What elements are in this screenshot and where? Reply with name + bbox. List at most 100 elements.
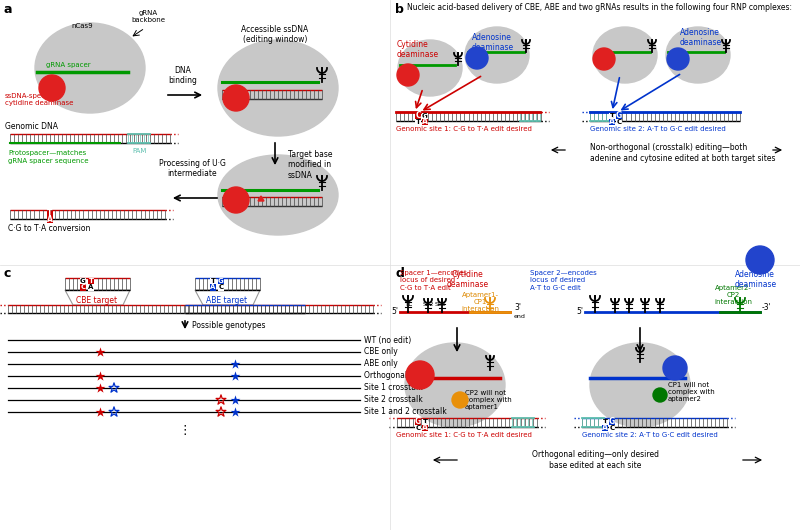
Point — [107, 384, 121, 392]
Text: Aptamer1-
CP1
interaction: Aptamer1- CP1 interaction — [461, 292, 499, 312]
Text: Protospacer—matches
gRNA spacer sequence: Protospacer—matches gRNA spacer sequence — [8, 150, 89, 163]
Ellipse shape — [666, 27, 730, 83]
Text: Non-orthogonal (crosstalk) editing—both
adenine and cytosine edited at both targ: Non-orthogonal (crosstalk) editing—both … — [590, 143, 775, 163]
Text: T: T — [47, 209, 53, 218]
Text: A: A — [609, 118, 615, 127]
Text: Adenosine
deaminase: Adenosine deaminase — [472, 33, 514, 52]
Text: C: C — [81, 284, 86, 290]
Text: T: T — [210, 278, 215, 284]
Text: CBE target: CBE target — [77, 296, 118, 305]
Text: G: G — [616, 111, 622, 120]
Text: d: d — [395, 267, 404, 280]
Text: ⋮: ⋮ — [178, 424, 191, 437]
Text: Genomic site 1: C·G to T·A edit desired: Genomic site 1: C·G to T·A edit desired — [396, 126, 532, 132]
Text: Accessible ssDNA
(editing window): Accessible ssDNA (editing window) — [242, 25, 309, 45]
Text: A: A — [422, 118, 428, 127]
Text: Cytidine
deaminase: Cytidine deaminase — [397, 40, 439, 59]
Text: A: A — [210, 284, 216, 290]
Text: ABE target: ABE target — [206, 296, 247, 305]
Text: ssDNA-specific
cytidine deaminase: ssDNA-specific cytidine deaminase — [5, 93, 74, 107]
Point — [229, 372, 242, 380]
Polygon shape — [258, 196, 264, 201]
Text: A: A — [47, 216, 53, 225]
Text: PAM: PAM — [133, 148, 147, 154]
Text: Site 1 and 2 crosstalk: Site 1 and 2 crosstalk — [364, 408, 446, 417]
FancyBboxPatch shape — [422, 419, 427, 425]
Text: ABE only: ABE only — [364, 359, 398, 368]
Point — [94, 348, 106, 356]
Ellipse shape — [218, 155, 338, 235]
Ellipse shape — [398, 40, 462, 96]
Text: gRNA spacer: gRNA spacer — [46, 62, 90, 68]
Text: Site 1 crosstalk: Site 1 crosstalk — [364, 384, 422, 393]
Text: end: end — [514, 314, 526, 319]
FancyBboxPatch shape — [610, 119, 614, 125]
Text: T: T — [89, 278, 94, 284]
Text: -3': -3' — [762, 304, 772, 313]
Text: Spacer 2—encodes
locus of desired
A·T to G·C edit: Spacer 2—encodes locus of desired A·T to… — [530, 270, 597, 291]
Ellipse shape — [593, 27, 657, 83]
Text: 3': 3' — [514, 304, 521, 313]
Text: Adenosine
deaminase: Adenosine deaminase — [680, 28, 722, 47]
Circle shape — [653, 388, 667, 402]
FancyBboxPatch shape — [422, 425, 427, 431]
Text: G: G — [422, 113, 428, 119]
FancyBboxPatch shape — [610, 425, 614, 431]
Point — [94, 372, 106, 380]
Point — [214, 396, 227, 404]
Text: A: A — [602, 423, 608, 432]
FancyBboxPatch shape — [415, 419, 421, 425]
Text: A: A — [88, 284, 94, 290]
Text: G: G — [609, 418, 615, 427]
Circle shape — [663, 356, 687, 380]
FancyBboxPatch shape — [88, 278, 94, 285]
FancyBboxPatch shape — [210, 284, 216, 290]
Text: b: b — [395, 3, 404, 16]
Text: a: a — [3, 3, 11, 16]
Text: WT (no edit): WT (no edit) — [364, 335, 411, 344]
Text: T: T — [415, 119, 421, 125]
Text: Genomic site 2: A·T to G·C edit desired: Genomic site 2: A·T to G·C edit desired — [590, 126, 726, 132]
Text: C: C — [415, 111, 421, 120]
FancyBboxPatch shape — [218, 278, 224, 285]
Text: Possible genotypes: Possible genotypes — [192, 321, 266, 330]
Text: Genomic site 1: C·G to T·A edit desired: Genomic site 1: C·G to T·A edit desired — [396, 432, 532, 438]
Text: CP2 will not
complex with
aptamer1: CP2 will not complex with aptamer1 — [465, 390, 512, 410]
FancyBboxPatch shape — [80, 284, 86, 290]
FancyBboxPatch shape — [218, 284, 224, 290]
Ellipse shape — [465, 27, 529, 83]
Text: Adenosine
deaminase: Adenosine deaminase — [735, 270, 777, 289]
FancyBboxPatch shape — [617, 119, 622, 125]
Ellipse shape — [405, 343, 505, 427]
Circle shape — [406, 361, 434, 389]
Text: CBE only: CBE only — [364, 348, 398, 357]
Text: C: C — [218, 284, 223, 290]
Circle shape — [397, 64, 419, 86]
Point — [94, 384, 106, 392]
FancyBboxPatch shape — [422, 113, 427, 119]
Text: SL3: SL3 — [434, 302, 446, 307]
Text: Spacer 1—encodes
locus of desired
C·G to T·A edit: Spacer 1—encodes locus of desired C·G to… — [400, 270, 467, 291]
Circle shape — [667, 48, 689, 70]
FancyBboxPatch shape — [88, 284, 94, 290]
FancyBboxPatch shape — [80, 278, 86, 285]
Text: T: T — [422, 419, 427, 425]
Text: gRNA
backbone: gRNA backbone — [131, 10, 165, 23]
Text: Genomic site 2: A·T to G·C edit desired: Genomic site 2: A·T to G·C edit desired — [582, 432, 718, 438]
Text: 5': 5' — [576, 307, 583, 316]
Point — [229, 408, 242, 416]
Text: Genomic DNA: Genomic DNA — [5, 122, 58, 131]
FancyBboxPatch shape — [47, 217, 53, 223]
Circle shape — [452, 392, 468, 408]
Text: DNA
binding: DNA binding — [169, 66, 198, 85]
Ellipse shape — [35, 23, 145, 113]
Text: C: C — [610, 425, 614, 431]
FancyBboxPatch shape — [210, 278, 216, 285]
Text: C: C — [617, 119, 622, 125]
Circle shape — [466, 47, 488, 69]
FancyBboxPatch shape — [602, 419, 607, 425]
Text: SL2: SL2 — [422, 302, 434, 307]
Text: 5': 5' — [391, 307, 398, 316]
Point — [107, 408, 121, 416]
Text: TL: TL — [404, 301, 412, 307]
